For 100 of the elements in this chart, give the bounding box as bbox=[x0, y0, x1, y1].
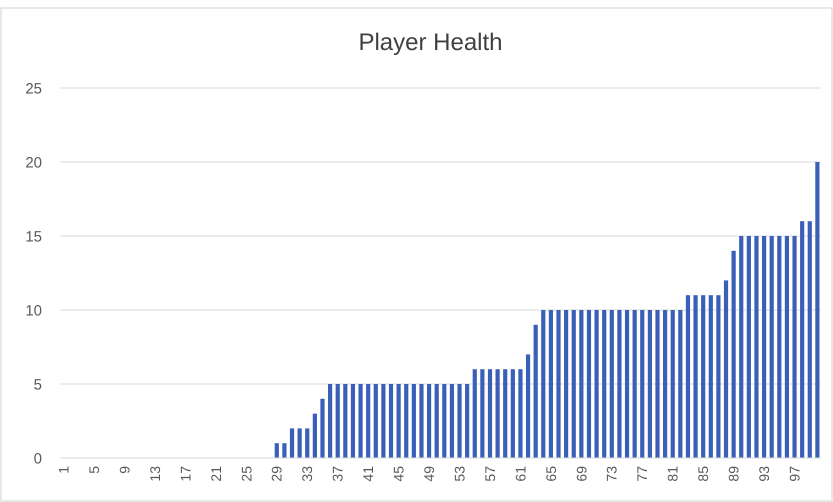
bar bbox=[777, 236, 782, 458]
x-tick-label: 93 bbox=[756, 466, 772, 482]
x-tick-label: 97 bbox=[786, 466, 802, 482]
bar bbox=[784, 236, 790, 458]
bar bbox=[716, 295, 720, 458]
bar bbox=[800, 221, 804, 458]
bar bbox=[655, 310, 660, 458]
y-tick-label: 10 bbox=[25, 302, 42, 320]
bar bbox=[396, 384, 401, 458]
x-tick-label: 33 bbox=[299, 466, 316, 482]
x-tick-label: 37 bbox=[330, 466, 346, 482]
bar bbox=[404, 384, 408, 458]
bar bbox=[632, 310, 637, 458]
bar bbox=[708, 295, 713, 458]
x-tick-label: 49 bbox=[420, 466, 437, 482]
bar bbox=[305, 428, 310, 458]
bar bbox=[739, 236, 744, 458]
bar bbox=[548, 310, 553, 458]
bar bbox=[388, 384, 394, 458]
bar bbox=[465, 384, 470, 458]
bar bbox=[670, 310, 675, 458]
x-tick-label: 85 bbox=[695, 466, 712, 482]
bar bbox=[663, 310, 668, 458]
x-tick-label: 29 bbox=[268, 466, 285, 482]
bar bbox=[686, 295, 690, 458]
bar bbox=[732, 250, 736, 458]
x-tick-label: 21 bbox=[208, 466, 224, 482]
y-tick-label: 25 bbox=[25, 80, 42, 98]
x-tick-label: 69 bbox=[573, 466, 590, 482]
x-tick-label: 17 bbox=[177, 466, 194, 482]
bar bbox=[312, 414, 317, 458]
x-tick-label: 41 bbox=[360, 466, 376, 482]
bar bbox=[480, 369, 484, 458]
bar bbox=[762, 236, 766, 458]
bar bbox=[579, 310, 584, 458]
y-tick-label: 5 bbox=[34, 376, 42, 394]
bar bbox=[419, 384, 424, 458]
x-tick-label: 65 bbox=[542, 466, 559, 482]
bar bbox=[693, 295, 698, 458]
bar bbox=[320, 398, 325, 458]
bar bbox=[610, 310, 614, 458]
bar bbox=[366, 384, 370, 458]
x-tick-label: 53 bbox=[451, 466, 468, 482]
y-tick-label: 20 bbox=[25, 154, 42, 172]
bar bbox=[450, 384, 454, 458]
x-tick-label: 13 bbox=[146, 466, 163, 482]
bar bbox=[426, 384, 432, 458]
bar bbox=[282, 443, 287, 458]
x-tick-label: 81 bbox=[664, 466, 681, 482]
bar bbox=[526, 354, 530, 458]
x-tick-label: 57 bbox=[482, 466, 498, 482]
bar bbox=[701, 295, 706, 458]
bar bbox=[343, 384, 348, 458]
bar bbox=[617, 310, 622, 458]
bar bbox=[792, 236, 797, 458]
bar bbox=[503, 369, 508, 458]
bar bbox=[602, 310, 606, 458]
bar bbox=[746, 236, 751, 458]
bar bbox=[724, 280, 728, 458]
bar bbox=[640, 310, 644, 458]
x-tick-label: 77 bbox=[634, 466, 650, 482]
bar bbox=[594, 310, 599, 458]
bar bbox=[534, 324, 538, 458]
y-tick-label: 15 bbox=[25, 228, 42, 246]
bar bbox=[374, 384, 378, 458]
x-tick-label: 45 bbox=[390, 466, 407, 482]
bar bbox=[518, 369, 523, 458]
bar bbox=[754, 236, 759, 458]
bar bbox=[381, 384, 386, 458]
bar bbox=[815, 162, 820, 458]
bar bbox=[541, 310, 546, 458]
bar bbox=[274, 443, 279, 458]
bar bbox=[442, 384, 446, 458]
bar bbox=[770, 236, 774, 458]
x-tick-label: 9 bbox=[116, 466, 132, 474]
bar bbox=[298, 428, 302, 458]
bar bbox=[556, 310, 561, 458]
x-tick-label: 73 bbox=[604, 466, 620, 482]
bar bbox=[586, 310, 592, 458]
chart-title: Player Health bbox=[358, 29, 503, 56]
bar bbox=[678, 310, 682, 458]
bar bbox=[808, 221, 812, 458]
bar bbox=[290, 428, 294, 458]
y-tick-label: 0 bbox=[34, 450, 42, 468]
bar bbox=[328, 384, 332, 458]
bar bbox=[472, 369, 477, 458]
x-tick-label: 25 bbox=[238, 466, 254, 482]
bar bbox=[648, 310, 652, 458]
bar bbox=[434, 384, 439, 458]
x-tick-label: 89 bbox=[726, 466, 742, 482]
bar bbox=[572, 310, 576, 458]
bar bbox=[412, 384, 416, 458]
x-tick-label: 61 bbox=[512, 466, 528, 482]
x-tick-label: 1 bbox=[56, 466, 72, 474]
bar bbox=[510, 369, 515, 458]
bar bbox=[457, 384, 462, 458]
bar bbox=[350, 384, 356, 458]
x-tick-label: 5 bbox=[86, 466, 102, 474]
bar bbox=[336, 384, 340, 458]
bar bbox=[488, 369, 492, 458]
